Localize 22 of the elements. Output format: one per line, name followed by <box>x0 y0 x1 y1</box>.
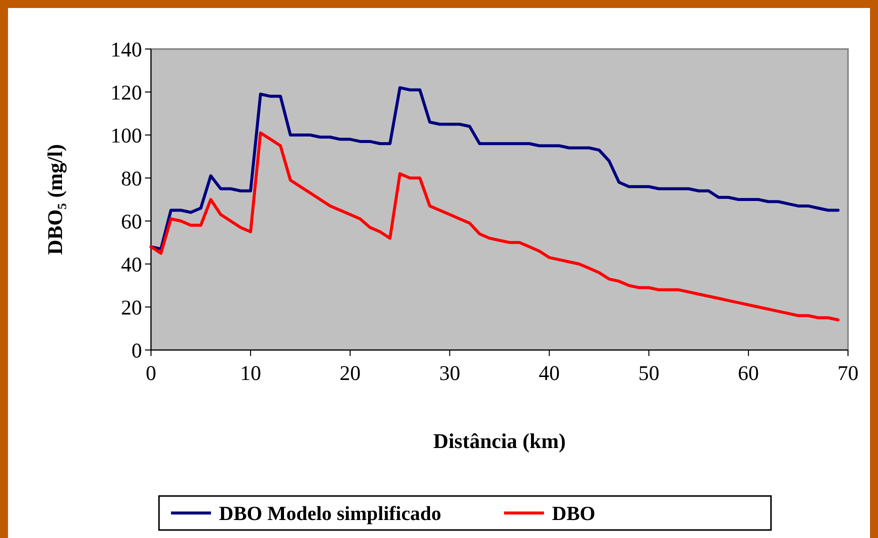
x-tick-label: 40 <box>538 361 560 385</box>
x-tick-label: 0 <box>146 361 156 385</box>
legend-label: DBO <box>552 503 596 525</box>
line-series <box>150 86 840 250</box>
y-tick-label: 20 <box>121 295 142 320</box>
y-tick-label: 140 <box>110 37 142 62</box>
y-axis-title: DBO₅ (mg/l) <box>43 144 67 255</box>
x-tick-label: 30 <box>439 361 460 385</box>
y-tick-label: 0 <box>132 338 142 362</box>
legend-label: DBO Modelo simplificado <box>219 503 442 525</box>
x-tick-label: 60 <box>738 361 759 385</box>
x-tick-label: 10 <box>240 361 262 385</box>
x-tick-label: 20 <box>340 361 361 385</box>
y-tick-label: 60 <box>121 209 142 234</box>
line-series <box>150 131 840 322</box>
y-tick-label: 120 <box>110 80 142 104</box>
x-axis-title: Distância (km) <box>433 429 566 453</box>
y-tick-label: 80 <box>121 166 142 190</box>
x-tick-label: 70 <box>838 361 858 385</box>
y-tick-label: 40 <box>121 252 142 276</box>
y-tick-label: 100 <box>110 123 142 148</box>
x-tick-label: 50 <box>638 361 660 385</box>
